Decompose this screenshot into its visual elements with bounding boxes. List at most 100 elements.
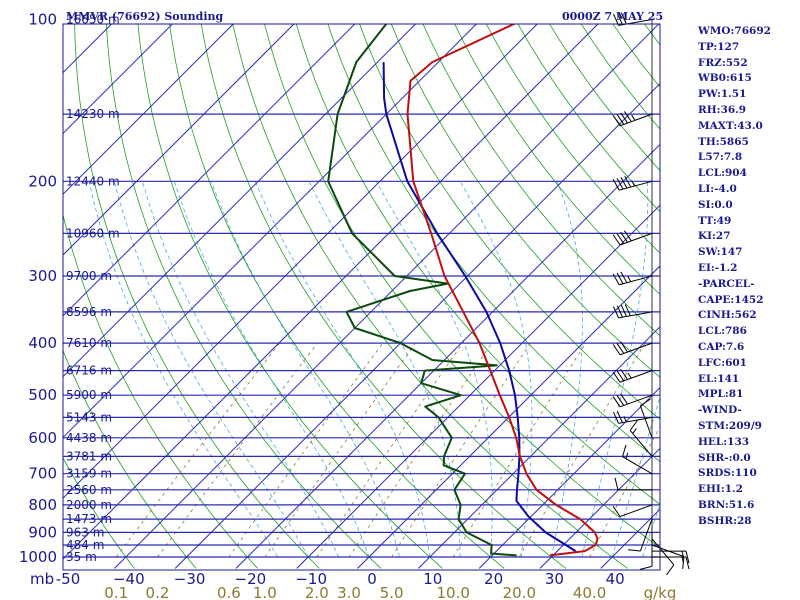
wind-barb	[651, 538, 675, 576]
mixing-ratio-tick-label: 2.0	[305, 584, 329, 600]
parameter-item: PW:1.51	[698, 88, 747, 101]
parameter-item: CAP:7.6	[698, 340, 745, 353]
height-label: 16650 m	[66, 13, 120, 27]
sounding-datetime: 0000Z 7 MAY 25	[562, 10, 663, 23]
parameter-item: -WIND-	[698, 404, 742, 417]
pressure-tick-label: 200	[28, 172, 57, 190]
wind-barb	[612, 175, 653, 191]
parameter-item: LI:-4.0	[698, 182, 737, 195]
pressure-tick-label: 700	[28, 465, 57, 483]
height-label: 6716 m	[66, 364, 112, 378]
dry-adiabat	[74, 24, 320, 569]
height-label: 4438 m	[66, 431, 112, 445]
isotherm	[63, 24, 599, 560]
temperature-tick-label: 0	[367, 570, 377, 588]
mixing-ratio-tick-label: 0.1	[104, 584, 128, 600]
height-label: 7610 m	[66, 336, 112, 350]
dry-adiabat	[105, 24, 382, 569]
parameter-item: TP:127	[698, 40, 740, 53]
isotherm	[63, 24, 174, 135]
wind-barb	[628, 518, 653, 552]
mixing-ratio-line	[348, 342, 493, 558]
parameter-item: SRDS:110	[698, 467, 757, 480]
mixing-ratio-tick-label: 3.0	[337, 584, 361, 600]
parameter-item: MAXT:43.0	[698, 119, 763, 132]
mixing-ratio-line	[115, 342, 280, 558]
wind-barb	[639, 398, 653, 438]
moist-adiabat	[114, 181, 309, 558]
parameter-item: L57:7.8	[698, 151, 743, 164]
wind-barb	[612, 393, 653, 408]
mixing-ratio-line	[228, 342, 384, 558]
temperature-tick-label: 30	[545, 570, 564, 588]
wind-barb	[613, 411, 653, 424]
isotherm	[63, 24, 538, 499]
height-label: 14230 m	[66, 107, 120, 121]
dry-adiabat	[63, 457, 135, 569]
parameter-item: HEL:133	[698, 435, 750, 448]
height-label: 5900 m	[66, 388, 112, 402]
moist-adiabat	[173, 181, 370, 558]
mixing-ratio-line	[316, 342, 464, 558]
isotherm	[63, 24, 295, 256]
parameter-item: STM:209/9	[698, 419, 762, 432]
plot-frame	[62, 23, 661, 571]
parcel-trace	[382, 62, 577, 552]
height-label: 3159 m	[66, 467, 112, 481]
parameter-item: BRN:51.6	[698, 498, 755, 511]
isotherm	[63, 24, 356, 317]
parameter-item: EHI:1.2	[698, 483, 743, 496]
height-label: 1473 m	[66, 512, 112, 526]
height-label: 484 m	[66, 538, 104, 552]
parameter-item: WMO:76692	[698, 25, 771, 37]
wind-barb	[612, 504, 653, 518]
wind-barb	[612, 230, 653, 246]
temperature-tick-label: 20	[484, 570, 503, 588]
wind-barb	[651, 544, 685, 570]
wind-barb	[613, 304, 653, 319]
dewpoint-profile	[327, 24, 517, 557]
temperature-tick-label: −40	[113, 570, 145, 588]
pressure-tick-label: 500	[28, 386, 57, 404]
mixing-ratio-tick-label: 5.0	[380, 584, 404, 600]
wind-barb	[612, 368, 653, 383]
temperature-tick-label: -50	[56, 570, 81, 588]
parameter-item: CAPE:1452	[698, 293, 764, 306]
dry-adiabat	[422, 24, 660, 337]
parameter-item: LCL:904	[698, 167, 747, 180]
parameter-item: WB0:615	[698, 72, 752, 85]
mixing-ratio-line	[589, 426, 660, 558]
sounding-parameters-list: WMO:76692 TP:127 FRZ:552 WB0:615 PW:1.51 RH:3…	[698, 24, 771, 530]
mixing-ratio-tick-label: 0.6	[217, 584, 241, 600]
wind-barb-column	[612, 12, 690, 576]
isotherm	[357, 265, 660, 569]
parameter-item: LCL:786	[698, 325, 747, 338]
dry-adiabat	[295, 24, 660, 505]
pressure-tick-label: 100	[28, 11, 57, 29]
parameter-item: -PARCEL-	[698, 277, 755, 290]
mixing-ratio-tick-label: 10.0	[437, 584, 470, 600]
temperature-tick-label: 10	[423, 570, 442, 588]
mixing-ratio-tick-label: 20.0	[503, 584, 536, 600]
moist-adiabat	[254, 181, 431, 558]
height-label: 9700 m	[66, 269, 112, 283]
mixing-ratio-tick-label: 40.0	[573, 584, 606, 600]
parameter-item: EI:-1.2	[698, 261, 738, 274]
mixing-ratio-tick-label: 1.0	[253, 584, 277, 600]
isotherm	[539, 447, 660, 569]
parameter-item: FRZ:552	[698, 56, 748, 69]
isotherm	[63, 24, 478, 439]
parameter-item: RH:36.9	[698, 103, 747, 116]
isotherm	[174, 82, 660, 569]
height-label: 963 m	[66, 525, 104, 539]
parameter-item: TH:5865	[698, 135, 749, 148]
parameter-item: SHR-:0.0	[698, 451, 751, 464]
isotherm	[63, 24, 417, 378]
dry-adiabat	[63, 213, 258, 569]
moist-adiabat	[642, 502, 660, 558]
parameter-item: EL:141	[698, 372, 740, 385]
parameter-item: TT:49	[698, 214, 732, 227]
chart-grid	[63, 24, 660, 569]
